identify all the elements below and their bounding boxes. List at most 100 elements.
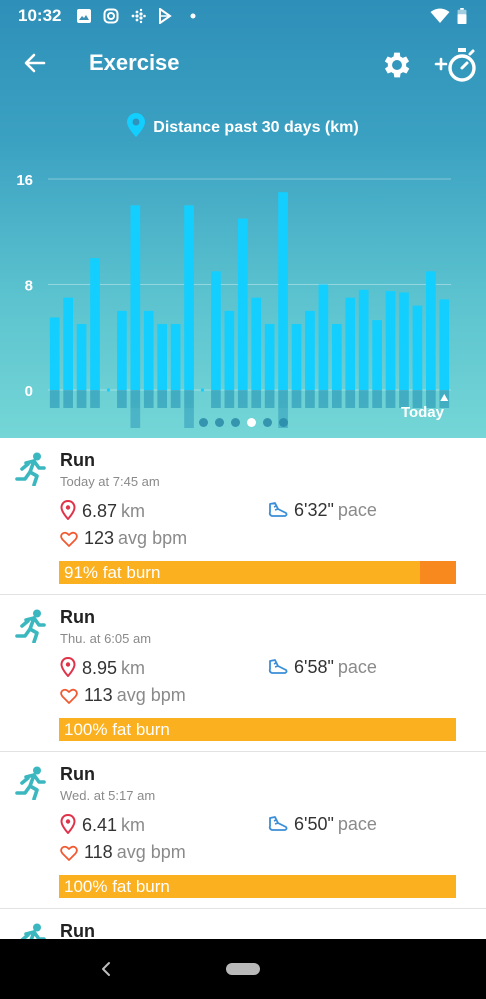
chart-bar-reflection (49, 390, 60, 408)
heart-rate-value: 118 (84, 842, 113, 862)
chart-bar (318, 284, 329, 390)
location-pin-icon (60, 656, 76, 678)
chart-bar (76, 324, 87, 390)
fat-burn-peak-segment (420, 561, 456, 584)
distance-stat: 8.95 km (60, 656, 146, 679)
page-dot[interactable] (263, 418, 272, 427)
chart-bar-reflection (399, 390, 409, 408)
pace-value: 6'50" (294, 814, 334, 834)
chart-bar-reflection (63, 390, 73, 408)
heart-icon (60, 531, 78, 547)
add-stopwatch-icon (434, 48, 476, 82)
pace-unit: pace (337, 500, 377, 520)
chart-bar-empty (200, 388, 205, 392)
chart-bar (143, 310, 154, 390)
exercise-card[interactable]: Run Today at 7:45 am 6.87 km 6'32" pace 12… (0, 438, 486, 595)
pace-stat: 6'50" pace (268, 814, 377, 835)
chart-bar (237, 218, 248, 390)
chart-bar-reflection (224, 390, 235, 408)
fat-burn-bar: 100% fat burn (59, 718, 456, 741)
add-exercise-button[interactable] (434, 44, 480, 84)
exercise-card[interactable]: Run Thu. at 6:05 am 8.95 km 6'58" pace 113… (0, 595, 486, 752)
chart-bar-reflection (264, 390, 275, 408)
chart-bar-reflection (157, 390, 168, 408)
chart-bar (372, 320, 382, 390)
chart-bar (63, 297, 73, 390)
chart-bar-reflection (331, 390, 342, 408)
heart-rate-value: 123 (84, 528, 115, 548)
chart-bar (170, 324, 181, 390)
distance-value: 8.95 (82, 658, 118, 678)
distance-unit: km (121, 658, 146, 678)
distance-unit: km (121, 501, 146, 521)
chart-bar-reflection (170, 390, 181, 408)
distance-value: 6.41 (82, 815, 118, 835)
heart-icon (60, 845, 78, 861)
distance-stat: 6.41 km (60, 813, 145, 836)
chart-bar-reflection (143, 390, 154, 408)
play-store-icon (159, 8, 172, 24)
exercise-time: Wed. at 5:17 am (60, 788, 156, 803)
pace-unit: pace (337, 657, 377, 677)
pace-stat: 6'58" pace (268, 657, 377, 678)
chart-bar (439, 299, 450, 390)
page-dot[interactable] (199, 418, 208, 427)
chart-bar (358, 289, 369, 390)
page-dot[interactable] (231, 418, 240, 427)
shoe-icon (268, 502, 288, 517)
chart-bar (412, 305, 423, 390)
chart-bar-reflection (117, 390, 127, 408)
exercise-time: Thu. at 6:05 am (60, 631, 152, 646)
back-button[interactable] (18, 46, 52, 80)
today-marker (440, 394, 449, 401)
chart-bar (130, 205, 141, 390)
location-pin-icon (60, 813, 76, 835)
chart-bar-reflection (130, 408, 141, 428)
exercise-name: Run (60, 764, 95, 784)
distance-bar-chart[interactable]: 16 8 0 Today (0, 160, 486, 430)
shoe-icon (268, 659, 288, 674)
exercise-name: Run (60, 450, 95, 470)
chart-bar-reflection (318, 390, 329, 408)
run-icon (15, 452, 46, 486)
nav-back-icon[interactable] (98, 959, 114, 979)
battery-icon (457, 8, 467, 24)
chart-bar (345, 297, 356, 390)
page-title: Exercise (89, 50, 180, 75)
chart-bar (157, 324, 168, 390)
chart-bar (224, 310, 235, 390)
fitbit-icon (131, 8, 146, 24)
chart-bar (211, 271, 221, 390)
chart-bar-reflection (358, 390, 369, 408)
chart-bar (90, 258, 100, 390)
page-dot[interactable] (279, 418, 288, 427)
toolbar: Exercise (0, 32, 486, 96)
chart-bar-reflection (251, 390, 262, 408)
chart-bar (426, 271, 436, 390)
heart-rate-unit: avg bpm (116, 685, 186, 705)
heart-icon (60, 688, 78, 704)
pace-stat: 6'32" pace (268, 500, 377, 521)
page-dot[interactable] (247, 418, 256, 427)
chart-title-text: Distance past 30 days (km) (153, 119, 359, 136)
nav-home-pill[interactable] (226, 963, 260, 975)
chart-title: Distance past 30 days (km) (0, 113, 486, 137)
exercise-name: Run (60, 921, 95, 941)
chart-bar (278, 192, 288, 390)
chart-bar-reflection (76, 390, 87, 408)
fat-burn-label: 100% fat burn (64, 720, 170, 739)
fat-burn-bar: 91% fat burn (59, 561, 456, 584)
chart-bar (305, 310, 315, 390)
heart-rate-unit: avg bpm (118, 528, 188, 548)
heart-rate-unit: avg bpm (116, 842, 186, 862)
location-pin-icon (60, 499, 76, 521)
page-dot[interactable] (215, 418, 224, 427)
chart-bar (49, 317, 60, 390)
location-pin-icon (127, 113, 146, 137)
exercise-card[interactable]: Run Wed. at 5:17 am 6.41 km 6'50" pace 118… (0, 752, 486, 909)
chart-bar-reflection (130, 390, 141, 408)
settings-button[interactable] (380, 48, 414, 82)
chart-bar-empty (106, 388, 111, 392)
chart-bar (385, 291, 396, 390)
fat-burn-label: 91% fat burn (64, 563, 161, 582)
